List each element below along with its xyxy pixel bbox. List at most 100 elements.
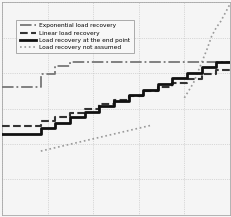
Linear load recovery [54, 116, 57, 118]
Load recovery at the end point [141, 88, 144, 91]
Load recovery not assumed [135, 127, 138, 130]
Exponential load recovery [156, 60, 158, 63]
Linear load recovery [170, 86, 173, 89]
Linear load recovery [1, 124, 3, 127]
Load recovery at the end point [170, 77, 173, 80]
Linear load recovery [199, 73, 202, 76]
Linear load recovery [112, 103, 115, 105]
Exponential load recovery [39, 86, 42, 89]
Load recovery not assumed [97, 136, 100, 139]
Load recovery not assumed [46, 148, 49, 151]
Load recovery at the end point [97, 105, 100, 107]
Load recovery at the end point [214, 66, 217, 69]
Load recovery not assumed [142, 126, 145, 128]
Exponential load recovery [127, 60, 129, 63]
Exponential load recovery [97, 60, 100, 63]
Load recovery at the end point [199, 66, 202, 69]
Load recovery at the end point [54, 122, 57, 124]
Linear load recovery [54, 120, 57, 123]
Load recovery at the end point [1, 133, 3, 135]
Load recovery at the end point [68, 116, 71, 119]
Exponential load recovery [83, 60, 86, 63]
Load recovery not assumed [78, 141, 80, 143]
Load recovery at the end point [127, 99, 129, 102]
Linear load recovery [97, 107, 100, 110]
Linear load recovery [68, 116, 71, 118]
Load recovery not assumed [110, 133, 112, 136]
Load recovery at the end point [39, 133, 42, 135]
Load recovery at the end point [39, 133, 42, 135]
Exponential load recovery [127, 60, 129, 63]
Load recovery at the end point [127, 94, 129, 96]
Exponential load recovery [228, 60, 230, 63]
Linear load recovery [39, 124, 42, 127]
Load recovery at the end point [141, 94, 144, 96]
Load recovery not assumed [39, 150, 42, 152]
Linear load recovery [83, 112, 86, 114]
Exponential load recovery [214, 60, 217, 63]
Load recovery not assumed [129, 129, 132, 131]
Load recovery not assumed [84, 139, 87, 142]
Linear load recovery [39, 120, 42, 123]
Linear load recovery [83, 107, 86, 110]
Exponential load recovery [83, 60, 86, 63]
Exponential load recovery [54, 65, 57, 67]
Load recovery at the end point [112, 99, 115, 102]
Exponential load recovery [156, 60, 158, 63]
Linear load recovery [39, 124, 42, 127]
Linear load recovery [68, 112, 71, 114]
Load recovery not assumed [103, 135, 106, 137]
Load recovery at the end point [199, 72, 202, 74]
Linear load recovery [185, 82, 188, 84]
Exponential load recovery [112, 60, 115, 63]
Linear load recovery [214, 69, 217, 71]
Linear load recovery [127, 99, 129, 101]
Load recovery at the end point [97, 110, 100, 113]
Line: Load recovery not assumed: Load recovery not assumed [41, 125, 149, 151]
Load recovery not assumed [71, 142, 74, 145]
Linear load recovery [39, 124, 42, 127]
Exponential load recovery [185, 60, 188, 63]
Load recovery at the end point [228, 60, 230, 63]
Line: Load recovery at the end point: Load recovery at the end point [2, 62, 229, 134]
Load recovery at the end point [185, 72, 188, 74]
Exponential load recovery [170, 60, 173, 63]
Exponential load recovery [39, 86, 42, 89]
Load recovery at the end point [83, 110, 86, 113]
Linear load recovery [170, 82, 173, 84]
Load recovery at the end point [156, 88, 158, 91]
Load recovery at the end point [68, 122, 71, 124]
Line: Exponential load recovery: Exponential load recovery [2, 62, 229, 87]
Exponential load recovery [68, 65, 71, 67]
Exponential load recovery [141, 60, 144, 63]
Linear load recovery [141, 94, 144, 97]
Linear load recovery [112, 99, 115, 101]
Exponential load recovery [54, 73, 57, 76]
Load recovery at the end point [39, 127, 42, 130]
Exponential load recovery [112, 60, 115, 63]
Load recovery not assumed [148, 124, 151, 127]
Load recovery at the end point [54, 127, 57, 130]
Exponential load recovery [39, 73, 42, 76]
Linear load recovery [127, 94, 129, 97]
Linear load recovery [214, 73, 217, 76]
Linear load recovery [141, 90, 144, 93]
Exponential load recovery [97, 60, 100, 63]
Linear load recovery [97, 103, 100, 105]
Load recovery not assumed [116, 132, 119, 134]
Load recovery not assumed [65, 144, 68, 146]
Load recovery at the end point [156, 83, 158, 85]
Exponential load recovery [185, 60, 188, 63]
Exponential load recovery [39, 86, 42, 89]
Exponential load recovery [1, 86, 3, 89]
Load recovery at the end point [170, 83, 173, 85]
Load recovery not assumed [91, 138, 93, 140]
Linear load recovery [228, 69, 230, 71]
Linear load recovery [156, 86, 158, 89]
Exponential load recovery [214, 60, 217, 63]
Load recovery not assumed [58, 145, 61, 148]
Line: Linear load recovery: Linear load recovery [2, 70, 229, 125]
Exponential load recovery [199, 60, 202, 63]
Linear load recovery [199, 77, 202, 80]
Load recovery at the end point [39, 133, 42, 135]
